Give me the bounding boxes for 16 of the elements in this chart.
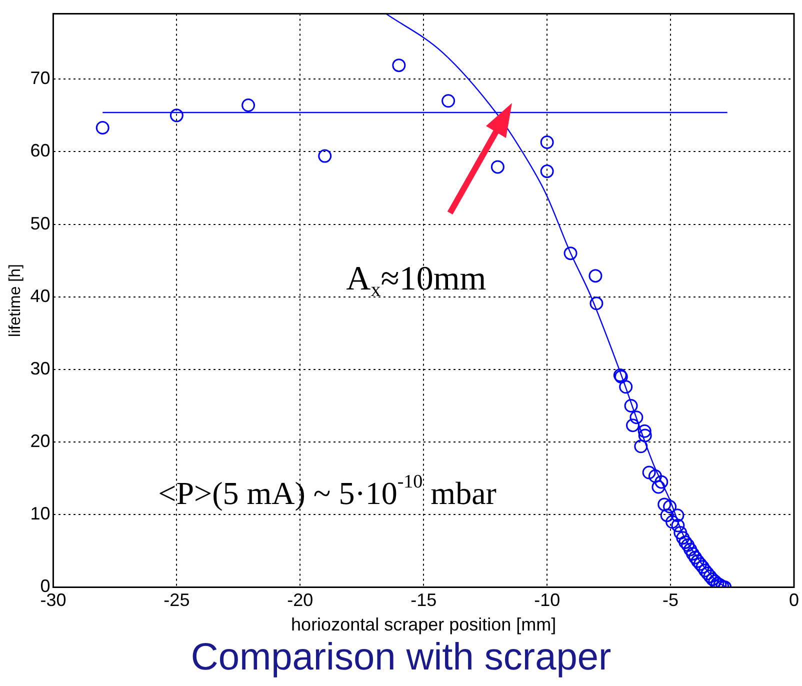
x-tick-label: -15 — [410, 590, 437, 610]
y-tick-label: 50 — [30, 213, 50, 234]
y-tick-label: 30 — [30, 358, 50, 378]
y-tick-label: 20 — [30, 431, 50, 452]
x-tick-label: -20 — [287, 590, 314, 610]
y-axis-title: lifetime [h] — [7, 264, 24, 337]
x-tick-label: -5 — [662, 590, 679, 610]
y-tick-label: 40 — [30, 286, 50, 306]
x-tick-label: -10 — [534, 590, 560, 610]
x-tick-label: 0 — [788, 590, 799, 610]
text: Comparison with scraper — [190, 636, 612, 679]
y-tick-label: 60 — [30, 140, 50, 161]
x-axis-title: horiozontal scraper position [mm] — [291, 614, 556, 635]
y-tick-label: 70 — [30, 68, 50, 88]
x-tick-label: -25 — [164, 590, 190, 610]
y-tick-label: 10 — [30, 504, 50, 524]
